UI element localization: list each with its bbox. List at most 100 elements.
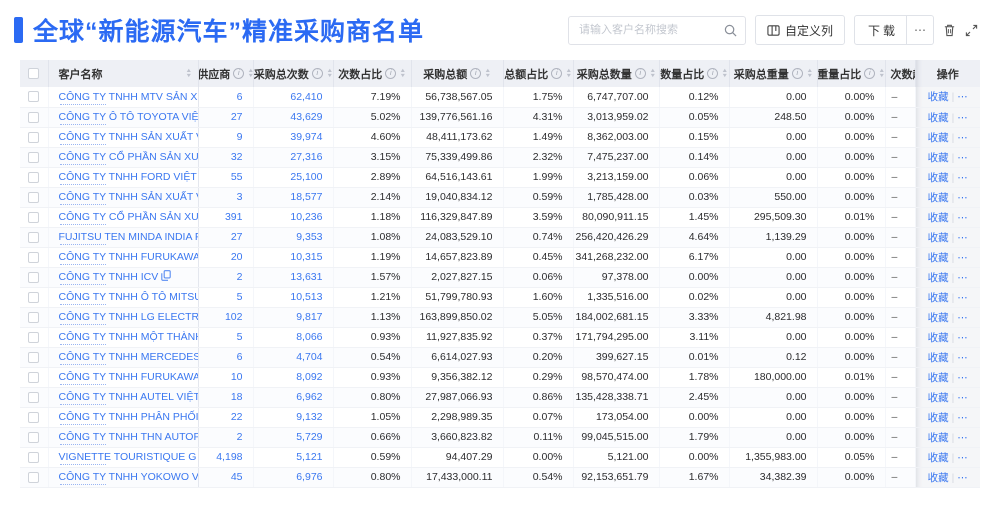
info-icon[interactable]: i (311, 68, 323, 79)
favorite-button[interactable]: 收藏 (927, 391, 949, 404)
info-icon[interactable]: i (551, 68, 563, 79)
customize-columns-button[interactable]: 自定义列 (754, 15, 845, 45)
row-more-button[interactable]: ⋯ (957, 91, 968, 104)
customer-name-link[interactable]: CÔNG TY CỔ PHẦN SẢN XUẤT... (59, 151, 198, 163)
row-checkbox[interactable] (28, 411, 40, 423)
row-more-button[interactable]: ⋯ (957, 411, 968, 424)
row-checkbox[interactable] (28, 311, 40, 323)
row-more-button[interactable]: ⋯ (957, 311, 968, 324)
favorite-button[interactable]: 收藏 (927, 231, 949, 244)
row-more-button[interactable]: ⋯ (957, 131, 968, 144)
col-header-qty_pct[interactable]: 数量占比 i ▲ ▼ (659, 60, 730, 87)
favorite-button[interactable]: 收藏 (927, 151, 949, 164)
row-more-button[interactable]: ⋯ (957, 471, 968, 484)
row-checkbox[interactable] (28, 91, 40, 103)
row-more-button[interactable]: ⋯ (957, 271, 968, 284)
col-header-count_pct[interactable]: 次数占比 i ▲ ▼ (333, 60, 412, 87)
customer-name-link[interactable]: CÔNG TY TNHH YOKOWO VIỆT... (59, 471, 198, 483)
row-more-button[interactable]: ⋯ (957, 251, 968, 264)
info-icon[interactable]: i (233, 68, 245, 79)
col-header-amount_pct[interactable]: 总额占比 i ▲ ▼ (503, 60, 574, 87)
row-more-button[interactable]: ⋯ (957, 451, 968, 464)
favorite-button[interactable]: 收藏 (927, 371, 949, 384)
customer-name-link[interactable]: CÔNG TY TNHH Ô TÔ MITSUBI... (59, 291, 198, 303)
row-more-button[interactable]: ⋯ (957, 231, 968, 244)
info-icon[interactable]: i (385, 68, 397, 79)
row-more-button[interactable]: ⋯ (957, 371, 968, 384)
sort-icon[interactable]: ▲▼ (649, 68, 656, 79)
row-checkbox[interactable] (28, 331, 40, 343)
row-more-button[interactable]: ⋯ (957, 291, 968, 304)
row-checkbox[interactable] (28, 451, 40, 463)
favorite-button[interactable]: 收藏 (927, 311, 949, 324)
favorite-button[interactable]: 收藏 (927, 171, 949, 184)
favorite-button[interactable]: 收藏 (927, 111, 949, 124)
fullscreen-button[interactable] (965, 24, 978, 37)
customer-name-link[interactable]: CÔNG TY TNHH MỘT THÀNH V... (59, 331, 198, 343)
search-input[interactable] (576, 23, 724, 37)
row-checkbox[interactable] (28, 351, 40, 363)
download-button[interactable]: 下载 (853, 15, 907, 45)
sort-icon[interactable]: ▲▼ (326, 68, 333, 79)
search-icon[interactable] (724, 24, 737, 37)
info-icon[interactable]: i (707, 68, 719, 79)
row-checkbox[interactable] (28, 271, 40, 283)
info-icon[interactable]: i (634, 68, 646, 79)
favorite-button[interactable]: 收藏 (927, 91, 949, 104)
row-more-button[interactable]: ⋯ (957, 111, 968, 124)
row-checkbox[interactable] (28, 391, 40, 403)
col-header-qty[interactable]: 采购总数量 i ▲ ▼ (573, 60, 660, 87)
customer-name-link[interactable]: CÔNG TY TNHH MTV SẢN XUẤ... (59, 91, 198, 103)
favorite-button[interactable]: 收藏 (927, 471, 949, 484)
info-icon[interactable]: i (470, 68, 482, 79)
customer-name-link[interactable]: CÔNG TY TNHH FURUKAWA A... (59, 371, 198, 383)
customer-name-link[interactable]: CÔNG TY TNHH AUTEL VIỆT N... (59, 391, 198, 403)
info-icon[interactable]: i (864, 68, 876, 79)
row-checkbox[interactable] (28, 191, 40, 203)
customer-name-link[interactable]: CÔNG TY CỔ PHẦN SẢN XUẤT... (59, 211, 198, 223)
favorite-button[interactable]: 收藏 (927, 191, 949, 204)
sort-icon[interactable]: ▲▼ (248, 69, 253, 78)
favorite-button[interactable]: 收藏 (927, 351, 949, 364)
row-checkbox[interactable] (28, 251, 40, 263)
customer-name-link[interactable]: CÔNG TY TNHH THN AUTOPAR... (59, 431, 198, 443)
row-checkbox[interactable] (28, 231, 40, 243)
row-checkbox[interactable] (28, 371, 40, 383)
row-more-button[interactable]: ⋯ (957, 331, 968, 344)
col-header-count[interactable]: 采购总次数 i ▲ ▼ (253, 60, 334, 87)
row-checkbox[interactable] (28, 111, 40, 123)
select-all-checkbox[interactable] (28, 68, 40, 80)
row-checkbox[interactable] (28, 151, 40, 163)
sort-icon[interactable]: ▲▼ (806, 68, 813, 79)
customer-name-link[interactable]: CÔNG TY TNHH SẢN XUẤT VÀ ... (59, 131, 198, 143)
row-checkbox[interactable] (28, 211, 40, 223)
favorite-button[interactable]: 收藏 (927, 291, 949, 304)
favorite-button[interactable]: 收藏 (927, 431, 949, 444)
row-checkbox[interactable] (28, 471, 40, 483)
col-header-weight[interactable]: 采购总重量 i ▲ ▼ (729, 60, 818, 87)
row-more-button[interactable]: ⋯ (957, 191, 968, 204)
copy-icon[interactable] (161, 270, 172, 284)
favorite-button[interactable]: 收藏 (927, 331, 949, 344)
favorite-button[interactable]: 收藏 (927, 451, 949, 464)
customer-name-link[interactable]: CÔNG TY TNHH ICV (58, 271, 159, 283)
sort-icon[interactable]: ▲▼ (185, 68, 193, 79)
row-checkbox[interactable] (28, 131, 40, 143)
sort-icon[interactable]: ▲▼ (565, 68, 573, 79)
row-checkbox[interactable] (28, 171, 40, 183)
sort-icon[interactable]: ▲▼ (399, 68, 407, 79)
customer-name-link[interactable]: CÔNG TY TNHH LG ELECTRON... (59, 311, 198, 323)
customer-name-link[interactable]: CÔNG TY TNHH PHÂN PHỐI T... (59, 411, 198, 423)
col-header-name[interactable]: 客户名称 ▲ ▼ (48, 60, 199, 87)
favorite-button[interactable]: 收藏 (927, 131, 949, 144)
row-more-button[interactable]: ⋯ (957, 211, 968, 224)
customer-name-link[interactable]: CÔNG TY TNHH MERCEDES-B... (59, 351, 198, 363)
download-more-button[interactable]: ⋯ (907, 15, 934, 45)
customer-name-link[interactable]: CÔNG TY Ô TÔ TOYOTA VIỆT ... (59, 111, 198, 123)
favorite-button[interactable]: 收藏 (927, 211, 949, 224)
customer-name-link[interactable]: VIGNETTE TOURISTIQUE G UNI... (59, 451, 198, 463)
search-box[interactable] (567, 15, 746, 45)
sort-icon[interactable]: ▲▼ (721, 68, 729, 79)
